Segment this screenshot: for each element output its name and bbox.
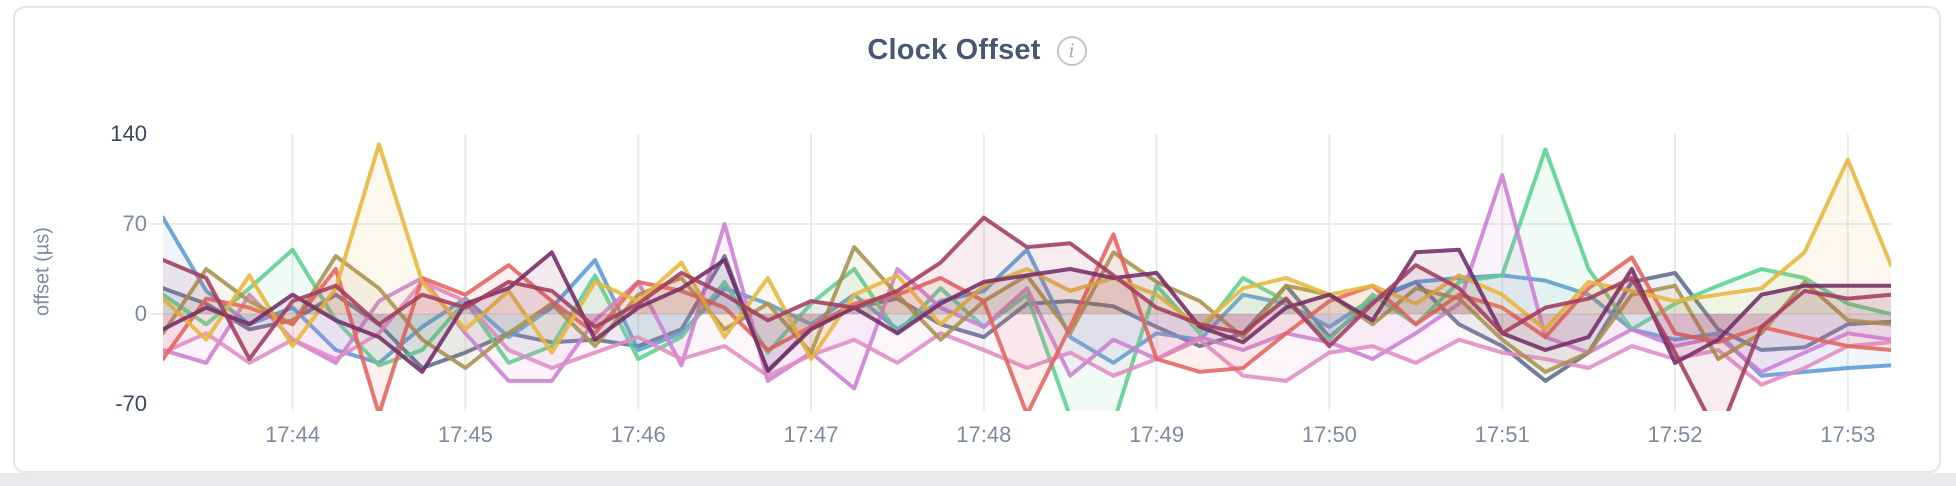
- series-red-area: [163, 234, 1891, 411]
- chart-title: Clock Offset: [867, 34, 1041, 66]
- x-tick-label: 17:47: [783, 422, 839, 447]
- x-tick-label: 17:46: [610, 422, 666, 447]
- card-header: Clock Offset i: [15, 34, 1939, 67]
- x-tick-label: 17:51: [1474, 422, 1530, 447]
- info-icon-glyph: i: [1068, 39, 1075, 62]
- series-maroon-area: [163, 217, 1891, 411]
- series-red-line: [163, 232, 1891, 411]
- clock-offset-card: Clock Offset i offset (µs) 140 70 0 -70 17:4…: [13, 6, 1941, 473]
- series-blue-line: [163, 215, 1891, 378]
- series-pink-line: [163, 279, 1891, 387]
- x-tick-label: 17:50: [1301, 422, 1357, 447]
- clock-offset-chart: offset (µs) 140 70 0 -70 17:44 17:45 17:46 17:…: [15, 8, 1939, 471]
- x-tick-label: 17:52: [1647, 422, 1703, 447]
- info-icon[interactable]: i: [1056, 35, 1087, 66]
- series-pink-area: [163, 281, 1891, 385]
- y-tick-label: 0: [134, 301, 147, 326]
- y-tick-label: 70: [122, 211, 147, 236]
- page-background-strip: [0, 473, 1956, 486]
- series-maroon-line: [163, 215, 1891, 411]
- y-tick-label: -70: [115, 391, 147, 416]
- series-purple-line: [163, 247, 1891, 374]
- series-purple-area: [163, 249, 1891, 372]
- series-gold-line: [163, 142, 1891, 361]
- x-tick-label: 17:45: [437, 422, 493, 447]
- plot-canvas: [151, 134, 1891, 411]
- series-green-area: [163, 149, 1891, 411]
- x-tick-label: 17:53: [1820, 422, 1876, 447]
- series-gold-area: [163, 144, 1891, 359]
- x-tick-label: 17:48: [956, 422, 1012, 447]
- x-tick-label: 17:44: [265, 422, 321, 447]
- y-axis-label: offset (µs): [31, 227, 54, 316]
- series-slate-area: [163, 256, 1891, 381]
- x-tick-label: 17:49: [1129, 422, 1185, 447]
- y-tick-label: 140: [110, 121, 147, 146]
